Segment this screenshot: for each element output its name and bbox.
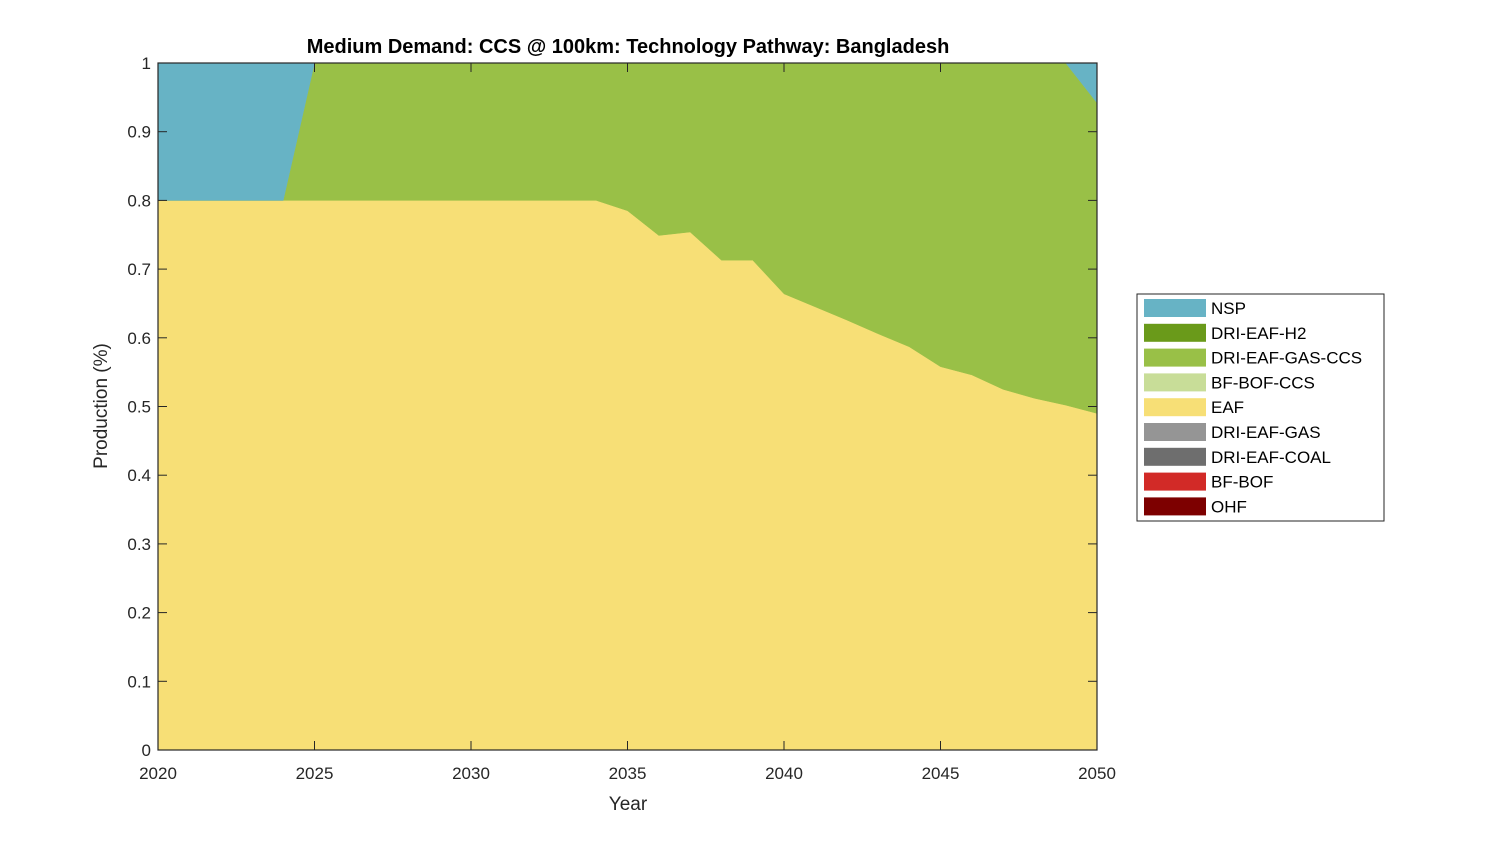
legend-swatch-nsp xyxy=(1144,299,1206,317)
y-tick-label: 1 xyxy=(142,54,151,73)
legend-label: EAF xyxy=(1211,398,1244,417)
legend-label: DRI-EAF-GAS-CCS xyxy=(1211,349,1362,368)
legend-swatch-eaf xyxy=(1144,398,1206,417)
legend-label: DRI-EAF-GAS xyxy=(1211,423,1321,442)
legend-swatch-bf-bof xyxy=(1144,472,1206,491)
x-tick-label: 2045 xyxy=(922,764,960,783)
x-tick-label: 2025 xyxy=(296,764,334,783)
chart-title: Medium Demand: CCS @ 100km: Technology P… xyxy=(307,36,950,58)
y-axis-label: Production (%) xyxy=(91,343,112,469)
y-tick-label: 0.6 xyxy=(127,329,151,348)
legend-swatch-dri-eaf-coal xyxy=(1144,447,1206,466)
y-tick-label: 0.9 xyxy=(127,123,151,142)
legend-swatch-bf-bof-ccs xyxy=(1144,373,1206,392)
y-tick-label: 0.2 xyxy=(127,604,151,623)
x-tick-label: 2035 xyxy=(609,764,647,783)
x-tick-label: 2050 xyxy=(1078,764,1116,783)
y-tick-label: 0.3 xyxy=(127,535,151,554)
legend-label: OHF xyxy=(1211,497,1247,516)
x-tick-label: 2020 xyxy=(139,764,177,783)
legend-label: DRI-EAF-COAL xyxy=(1211,448,1331,467)
legend-label: DRI-EAF-H2 xyxy=(1211,324,1306,343)
x-axis: 2020 2025 2030 2035 2040 2045 2050 xyxy=(139,63,1116,783)
legend-swatch-dri-eaf-gas-ccs xyxy=(1144,348,1206,367)
legend: NSP DRI-EAF-H2 DRI-EAF-GAS-CCS BF-BOF-CCS EA… xyxy=(1136,293,1385,522)
legend-label: BF-BOF-CCS xyxy=(1211,373,1315,392)
y-tick-label: 0.7 xyxy=(127,260,151,279)
y-axis: 0 0.1 0.2 0.3 0.4 0.5 0.6 0.7 0.8 0.9 1 xyxy=(127,54,1097,760)
legend-label: BF-BOF xyxy=(1211,473,1273,492)
plot-areas xyxy=(157,62,1098,751)
legend-swatch-dri-eaf-h2 xyxy=(1144,323,1206,342)
y-tick-label: 0.5 xyxy=(127,398,151,417)
y-tick-label: 0.1 xyxy=(127,672,151,691)
y-tick-label: 0.4 xyxy=(127,466,151,485)
x-axis-label: Year xyxy=(609,794,648,815)
y-tick-label: 0.8 xyxy=(127,191,151,210)
legend-swatch-dri-eaf-gas xyxy=(1144,423,1206,441)
legend-label: NSP xyxy=(1211,299,1246,318)
legend-swatch-ohf xyxy=(1144,497,1206,516)
x-tick-label: 2040 xyxy=(765,764,803,783)
x-tick-label: 2030 xyxy=(452,764,490,783)
y-tick-label: 0 xyxy=(142,741,151,760)
